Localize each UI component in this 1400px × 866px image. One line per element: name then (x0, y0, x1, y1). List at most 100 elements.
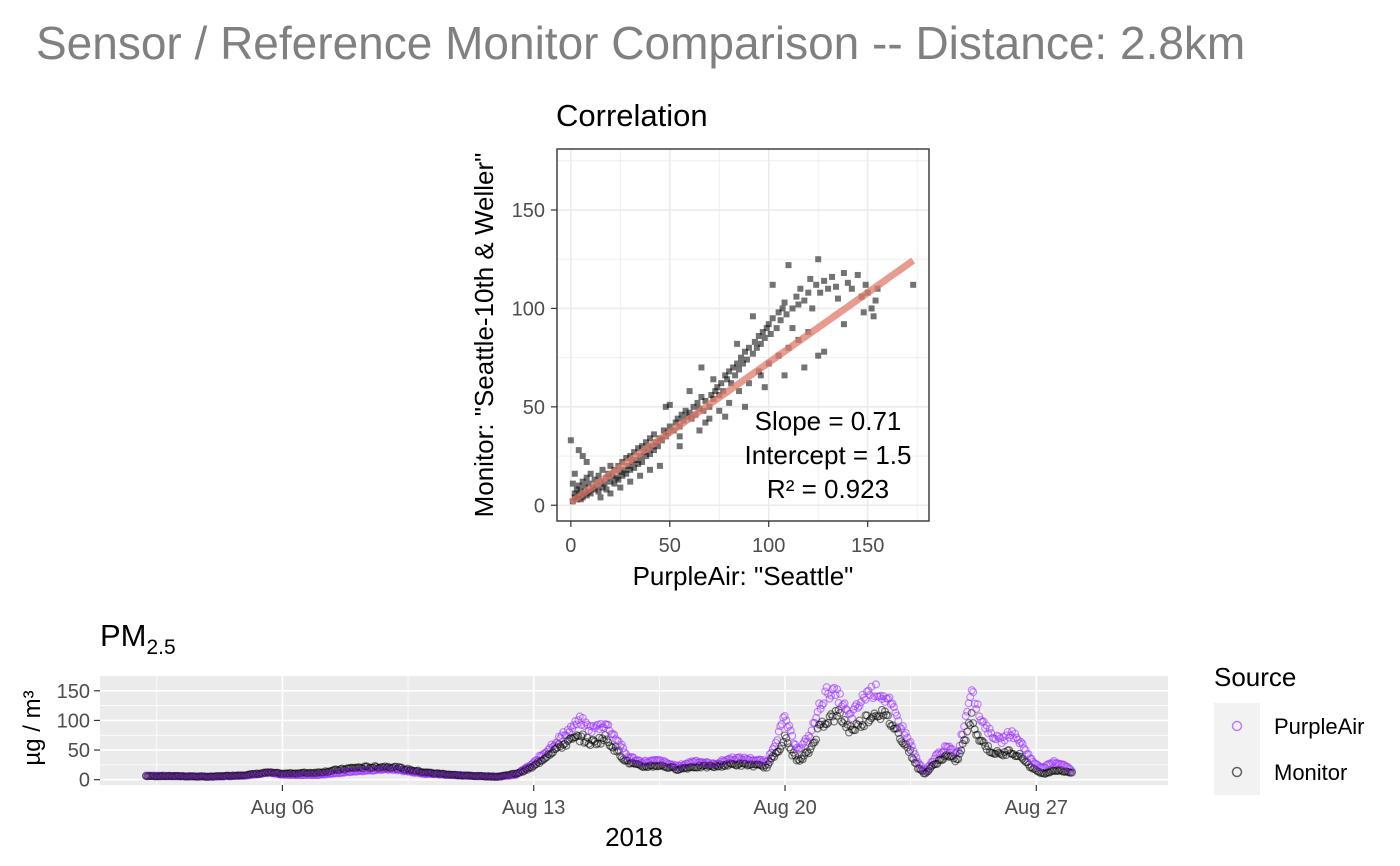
correlation-point (573, 486, 580, 493)
pm25-timeseries-chart: PM2.5 0 50 100 150 Aug 06 Aug 13 Aug 20 Aug 27… (19, 618, 1168, 852)
correlation-point (773, 325, 780, 332)
correlation-x-tick-label: 50 (659, 535, 681, 557)
pm25-point-monitor (945, 752, 954, 761)
correlation-point (676, 433, 683, 440)
correlation-point (783, 311, 790, 318)
correlation-point (650, 447, 657, 454)
pm25-point-monitor (822, 720, 831, 729)
pm25-point-monitor (792, 756, 801, 765)
pm25-point-purpleair (934, 748, 943, 757)
correlation-point (834, 295, 841, 302)
correlation-point (745, 380, 752, 387)
correlation-point (829, 273, 836, 280)
correlation-point (724, 376, 731, 383)
correlation-point (769, 281, 776, 288)
correlation-point (694, 399, 701, 406)
pm25-point-purpleair (840, 699, 849, 708)
pm25-point-purpleair (1011, 729, 1020, 738)
correlation-point (607, 490, 614, 497)
correlation-point (817, 289, 824, 296)
correlation-point (654, 443, 661, 450)
correlation-point (595, 472, 602, 479)
correlation-chart: Correlation 0 50 100 150 0 50 100 150 PurpleAi… (469, 98, 930, 591)
pm25-point-purpleair (967, 686, 976, 695)
correlation-point (763, 325, 770, 332)
correlation-y-tick-label: 0 (534, 495, 545, 517)
correlation-point (672, 419, 679, 426)
correlation-point (813, 281, 820, 288)
correlation-point (662, 403, 669, 410)
pm25-title: PM2.5 (100, 618, 176, 659)
pm25-point-monitor (575, 737, 584, 746)
correlation-point (647, 451, 653, 458)
pm25-point-purpleair (785, 721, 794, 730)
correlation-point (571, 470, 578, 477)
correlation-point (736, 366, 743, 373)
correlation-point (761, 384, 768, 391)
pm25-point-purpleair (831, 691, 840, 700)
correlation-point (615, 476, 622, 483)
pm25-point-purpleair (870, 692, 879, 701)
correlation-point (599, 466, 606, 473)
correlation-point (848, 285, 855, 292)
correlation-point (797, 285, 804, 292)
correlation-point (793, 293, 800, 300)
pm25-point-monitor (593, 739, 602, 748)
pm25-y-tick-label: 150 (57, 681, 90, 703)
correlation-point (607, 478, 614, 485)
correlation-point (815, 352, 822, 359)
correlation-point (759, 329, 766, 336)
pm25-point-monitor (954, 755, 963, 764)
correlation-point (686, 388, 693, 395)
correlation-point (660, 427, 667, 434)
correlation-point (840, 321, 847, 328)
correlation-point (603, 486, 610, 493)
pm25-point-purpleair (868, 694, 877, 703)
correlation-point (743, 356, 750, 363)
correlation-point (755, 332, 762, 339)
pm25-point-purpleair (776, 722, 785, 731)
pm25-point-purpleair (1043, 760, 1052, 769)
correlation-point (775, 309, 782, 316)
pm25-y-tick-label: 50 (68, 740, 90, 762)
correlation-point (686, 409, 693, 416)
pm25-point-purpleair (828, 684, 837, 693)
correlation-slope-annotation: Slope = 0.71 (755, 406, 902, 436)
correlation-point (815, 256, 822, 263)
correlation-point (708, 392, 715, 399)
pm25-y-tick-label: 100 (57, 710, 90, 732)
correlation-regression-line (568, 257, 916, 506)
correlation-point (734, 340, 741, 347)
pm25-point-monitor (879, 711, 888, 720)
correlation-point (617, 484, 624, 491)
pm25-point-purpleair (788, 731, 797, 740)
correlation-point (631, 449, 638, 456)
correlation-point (741, 348, 748, 355)
correlation-point (718, 380, 725, 387)
pm25-point-monitor (783, 739, 792, 748)
correlation-point (656, 462, 663, 469)
correlation-point (623, 470, 630, 477)
correlation-point (781, 299, 788, 306)
correlation-point (807, 275, 814, 282)
pm25-point-purpleair (963, 707, 972, 716)
pm25-point-purpleair (797, 744, 806, 753)
page-title: Sensor / Reference Monitor Comparison --… (36, 17, 1246, 69)
correlation-fit-line (568, 257, 916, 506)
correlation-point (696, 427, 703, 434)
correlation-point (714, 384, 721, 391)
correlation-point (643, 453, 650, 460)
pm25-point-purpleair (1015, 739, 1024, 748)
correlation-point (712, 388, 719, 395)
pm25-point-monitor (804, 749, 813, 758)
correlation-point (698, 364, 705, 371)
pm25-point-purpleair (889, 703, 898, 712)
correlation-point (753, 344, 760, 351)
correlation-point (599, 484, 606, 491)
pm25-x-tick-label: Aug 20 (753, 797, 816, 819)
pm25-point-purpleair (984, 729, 993, 738)
correlation-r2-annotation: R² = 0.923 (767, 474, 889, 504)
correlation-point (579, 453, 586, 460)
correlation-point (607, 462, 614, 469)
